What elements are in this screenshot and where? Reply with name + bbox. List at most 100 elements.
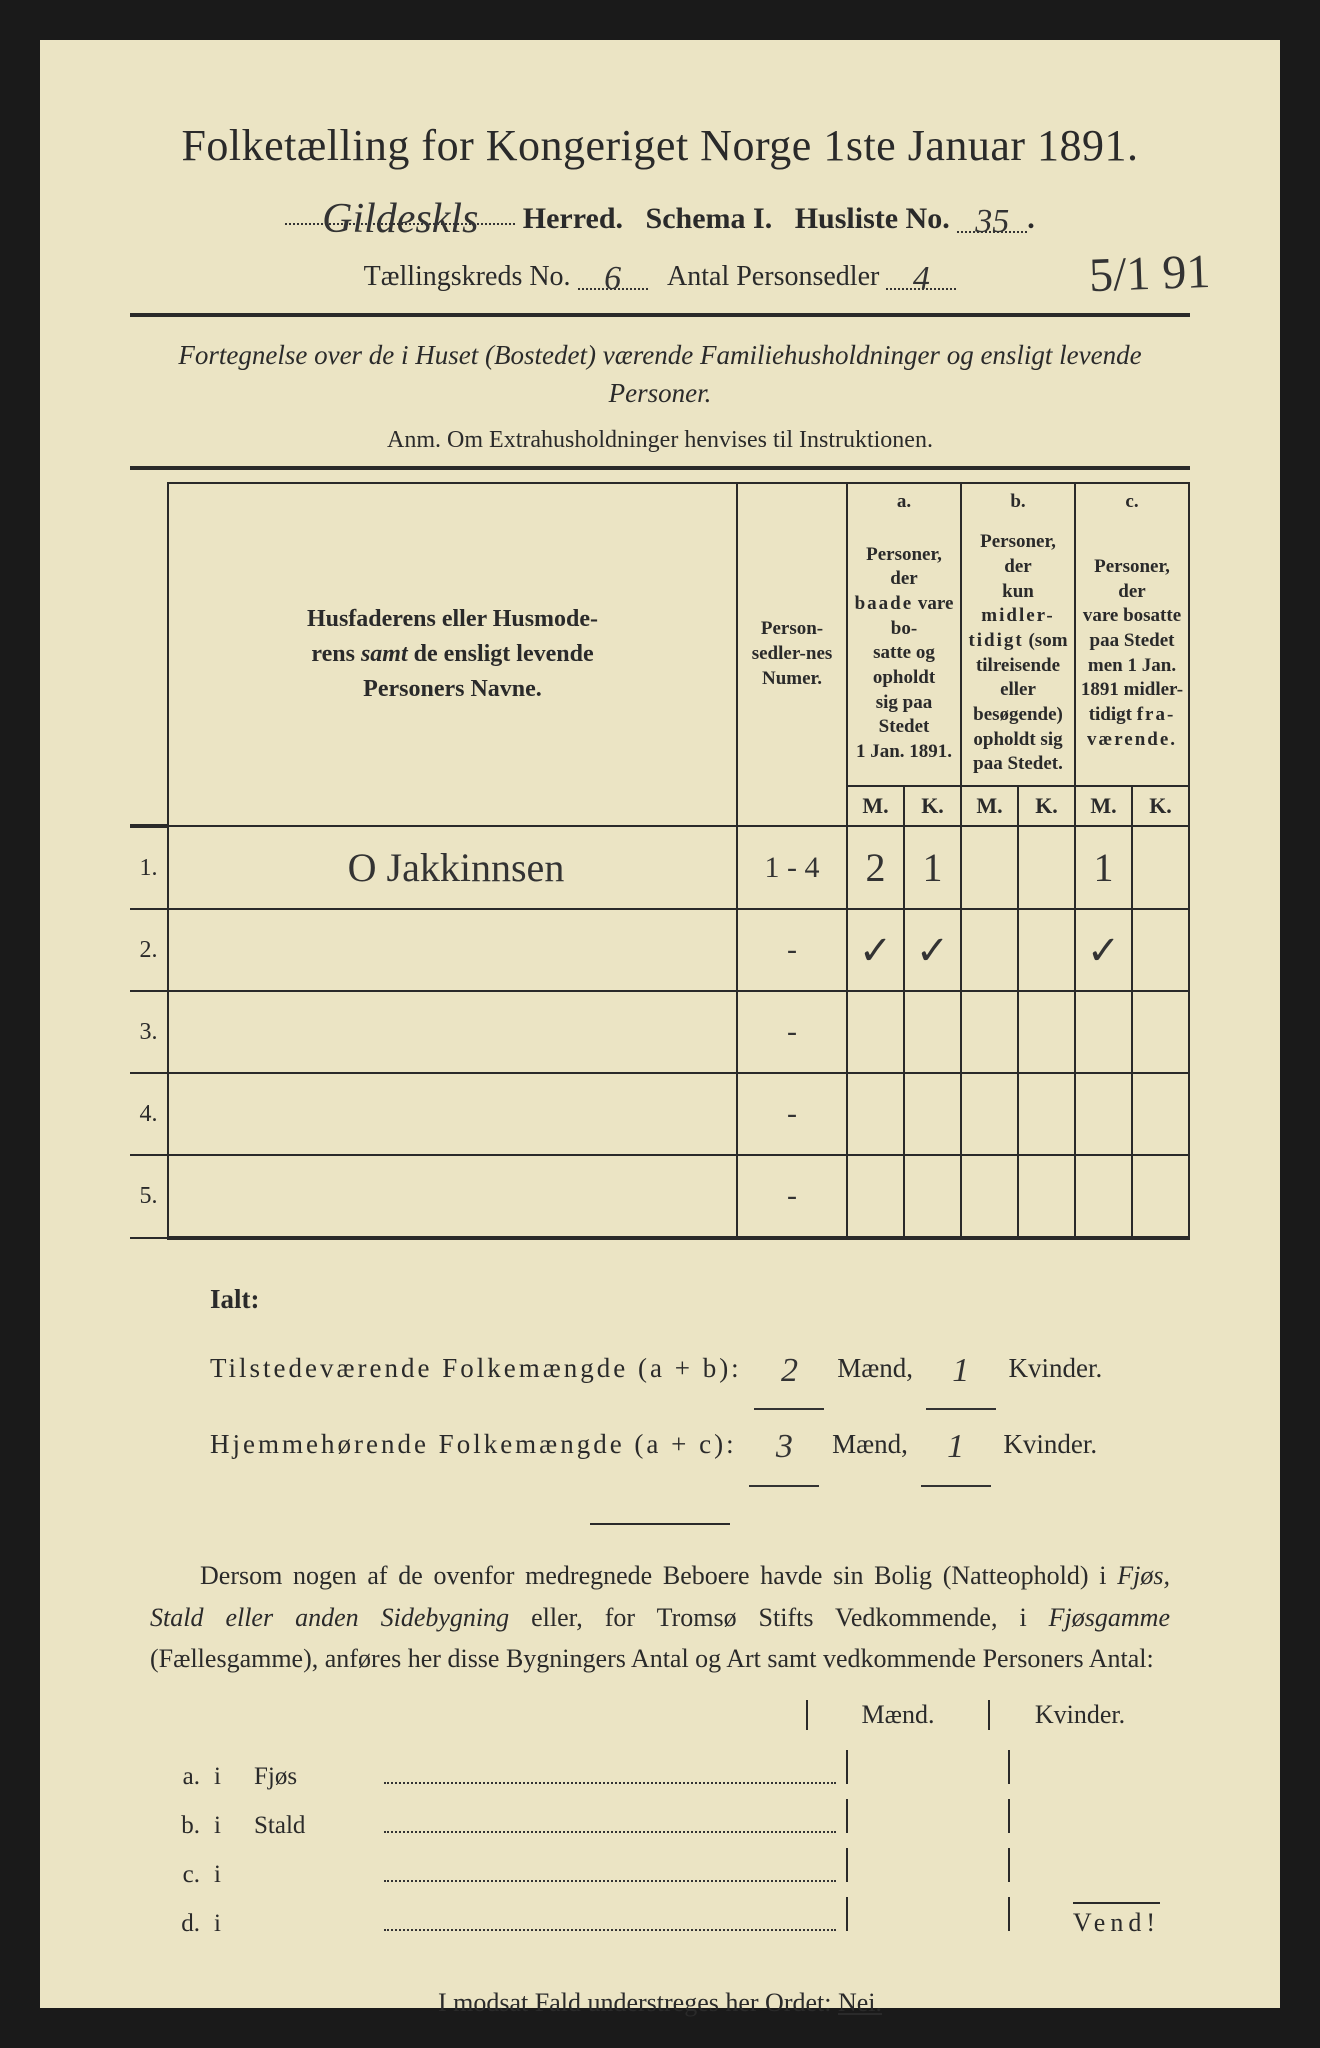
building-row: d.i <box>150 1897 1170 1938</box>
b-k-cell <box>1018 909 1075 991</box>
table-top-rule <box>130 466 1190 470</box>
b-m-cell <box>961 1073 1018 1155</box>
header-row-1: Gildeskls Herred. Schema I. Husliste No.… <box>130 191 1190 236</box>
c-m-cell <box>1075 1073 1132 1155</box>
a-m-cell: ✓ <box>847 909 904 991</box>
name-cell <box>168 991 737 1073</box>
building-letter: b. <box>150 1812 214 1840</box>
b-m-cell <box>961 991 1018 1073</box>
col-c-m: M. <box>1075 786 1132 826</box>
present-kvinder: 1 <box>926 1334 996 1411</box>
col-name-header: Husfaderens eller Husmode-rens samt de e… <box>168 483 737 827</box>
anm-text: Anm. Om Extrahusholdninger henvises til … <box>130 427 1190 454</box>
table-row: 2.-✓✓✓ <box>130 909 1189 991</box>
vend-label: Vend! <box>1073 1902 1160 1938</box>
b-k-cell <box>1018 1073 1075 1155</box>
b-k-cell <box>1018 826 1075 909</box>
kreds-label: Tællingskreds No. <box>364 261 571 292</box>
kreds-value: 6 <box>604 260 621 297</box>
col-a-letter: a. <box>847 483 961 523</box>
a-k-cell: ✓ <box>904 909 961 991</box>
a-k-cell <box>904 1155 961 1238</box>
husliste-label: Husliste No. <box>795 202 950 235</box>
building-letter: d. <box>150 1910 214 1938</box>
building-kvinder-cell <box>1008 1799 1170 1833</box>
b-k-cell <box>1018 1155 1075 1238</box>
building-i: i <box>214 1910 254 1938</box>
c-m-cell: ✓ <box>1075 909 1132 991</box>
table-row: 3. - <box>130 991 1189 1073</box>
numer-cell: - <box>737 991 847 1073</box>
totals-line-2: Hjemmehørende Folkemængde (a + c): 3 Mæn… <box>210 1406 1150 1483</box>
a-m-cell <box>847 1155 904 1238</box>
c-k-cell <box>1132 1155 1189 1238</box>
col-numer-header: Person-sedler-nes Numer. <box>737 483 847 827</box>
center-divider <box>590 1523 730 1525</box>
final-line: I modsat Fald understreges her Ordet: Ne… <box>130 1988 1190 2018</box>
totals-block: Ialt: Tilstedeværende Folkemængde (a + b… <box>210 1270 1150 1483</box>
building-maend-header: Mænd. <box>806 1700 988 1730</box>
numer-cell: - <box>737 909 847 991</box>
row-number: 5. <box>130 1155 168 1238</box>
divider-rule <box>130 313 1190 317</box>
building-i: i <box>214 1861 254 1889</box>
row-number: 3. <box>130 991 168 1073</box>
col-c-k: K. <box>1132 786 1189 826</box>
name-cell <box>168 1073 737 1155</box>
col-b-letter: b. <box>961 483 1075 523</box>
row-number: 1. <box>130 826 168 909</box>
main-title: Folketælling for Kongeriget Norge 1ste J… <box>130 120 1190 171</box>
building-letter: c. <box>150 1861 214 1889</box>
numer-cell: - <box>737 1073 847 1155</box>
a-k-cell: 1 <box>904 826 961 909</box>
herred-label: Herred. <box>523 202 623 235</box>
building-letter: a. <box>150 1763 214 1791</box>
a-m-cell: 2 <box>847 826 904 909</box>
col-b-k: K. <box>1018 786 1075 826</box>
dotted-fill <box>384 1764 836 1784</box>
building-kvinder-cell <box>1008 1750 1170 1784</box>
dotted-fill <box>384 1911 836 1931</box>
table-row: 1.O Jakkinnsen1 - 4211 <box>130 826 1189 909</box>
schema-label: Schema I. <box>646 202 773 235</box>
numer-cell: - <box>737 1155 847 1238</box>
table-row: 5. - <box>130 1155 1189 1238</box>
building-row: a.iFjøs <box>150 1750 1170 1791</box>
corner-date: 5/1 91 <box>1088 244 1211 303</box>
building-i: i <box>214 1763 254 1791</box>
col-b-m: M. <box>961 786 1018 826</box>
building-name: Fjøs <box>254 1763 384 1791</box>
nei-word: Nei. <box>838 1988 882 2017</box>
c-k-cell <box>1132 909 1189 991</box>
dotted-fill <box>384 1862 836 1882</box>
c-m-cell: 1 <box>1075 826 1132 909</box>
a-k-cell <box>904 991 961 1073</box>
table-row: 4.- <box>130 1073 1189 1155</box>
census-table: Husfaderens eller Husmode-rens samt de e… <box>130 482 1190 1241</box>
col-a-header: Personer, derbaade vare bo-satte og opho… <box>847 522 961 786</box>
a-m-cell <box>847 1073 904 1155</box>
c-k-cell <box>1132 1073 1189 1155</box>
building-maend-cell <box>846 1897 1008 1931</box>
herred-value: Gildeskls <box>322 196 478 242</box>
b-k-cell <box>1018 991 1075 1073</box>
numer-cell: 1 - 4 <box>737 826 847 909</box>
building-name: Stald <box>254 1812 384 1840</box>
name-cell: O Jakkinnsen <box>168 826 737 909</box>
building-row: c.i <box>150 1848 1170 1889</box>
page-frame: Folketælling for Kongeriget Norge 1ste J… <box>0 0 1320 2048</box>
name-cell <box>168 1155 737 1238</box>
building-i: i <box>214 1812 254 1840</box>
husliste-value: 35 <box>975 203 1009 240</box>
a-k-cell <box>904 1073 961 1155</box>
building-kvinder-cell <box>1008 1848 1170 1882</box>
building-maend-cell <box>846 1750 1008 1784</box>
census-form-paper: Folketælling for Kongeriget Norge 1ste J… <box>40 40 1280 2008</box>
row-number: 2. <box>130 909 168 991</box>
antal-label: Antal Personsedler <box>667 261 879 292</box>
b-m-cell <box>961 826 1018 909</box>
b-m-cell <box>961 909 1018 991</box>
a-m-cell <box>847 991 904 1073</box>
c-k-cell <box>1132 991 1189 1073</box>
subtitle-text: Fortegnelse over de i Huset (Bostedet) v… <box>130 337 1190 413</box>
